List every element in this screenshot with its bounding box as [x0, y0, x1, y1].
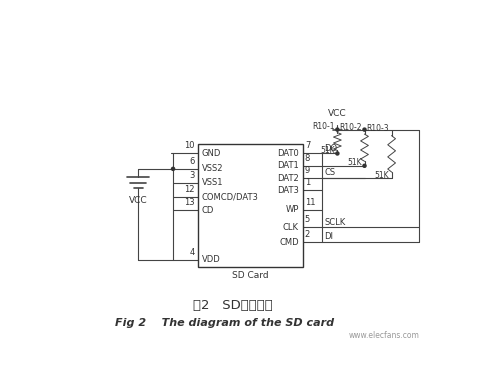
Text: 9: 9 [305, 166, 310, 175]
Text: WP: WP [285, 205, 299, 214]
Text: R10-3: R10-3 [367, 123, 389, 132]
Circle shape [336, 128, 339, 131]
Text: VCC: VCC [328, 109, 347, 118]
Text: 4: 4 [190, 248, 195, 257]
Text: 2: 2 [305, 230, 310, 239]
Text: 51K: 51K [374, 171, 389, 180]
Text: DI: DI [324, 232, 333, 241]
Text: www.elecfans.com: www.elecfans.com [349, 330, 419, 340]
Text: CMD: CMD [279, 238, 299, 247]
Circle shape [363, 164, 366, 167]
Text: VSS2: VSS2 [202, 164, 223, 173]
Text: 10: 10 [184, 141, 195, 151]
Text: 11: 11 [305, 198, 315, 207]
Bar [198, 144, 302, 267]
Text: VCC: VCC [129, 196, 147, 205]
Text: 13: 13 [184, 199, 195, 207]
Text: CS: CS [324, 168, 335, 177]
Text: 6: 6 [189, 157, 195, 166]
Text: 51K: 51K [348, 158, 362, 167]
Text: DAT2: DAT2 [277, 174, 299, 183]
Text: 3: 3 [189, 171, 195, 180]
Text: R10-2: R10-2 [340, 123, 362, 132]
Text: VSS1: VSS1 [202, 178, 223, 187]
Text: CLK: CLK [283, 223, 299, 232]
Text: 12: 12 [184, 185, 195, 194]
Text: DO: DO [324, 144, 337, 153]
Text: GND: GND [202, 149, 221, 158]
Text: SD Card: SD Card [232, 271, 268, 280]
Circle shape [363, 128, 366, 131]
Text: VDD: VDD [202, 255, 221, 264]
Text: R10-1: R10-1 [313, 122, 335, 131]
Text: 5: 5 [305, 215, 310, 224]
Text: 7: 7 [305, 141, 310, 151]
Text: DAT1: DAT1 [277, 161, 299, 170]
Circle shape [171, 167, 175, 170]
Text: SCLK: SCLK [324, 217, 346, 227]
Text: 51K: 51K [320, 146, 335, 155]
Text: COMCD/DAT3: COMCD/DAT3 [202, 192, 258, 201]
Text: Fig 2    The diagram of the SD card: Fig 2 The diagram of the SD card [116, 318, 335, 328]
Text: CD: CD [202, 206, 214, 215]
Text: 8: 8 [305, 154, 310, 163]
Text: 1: 1 [305, 178, 310, 187]
Text: 图2   SD卡原理图: 图2 SD卡原理图 [193, 300, 272, 312]
Circle shape [336, 152, 339, 155]
Text: DAT0: DAT0 [277, 149, 299, 158]
Text: DAT3: DAT3 [277, 186, 299, 195]
